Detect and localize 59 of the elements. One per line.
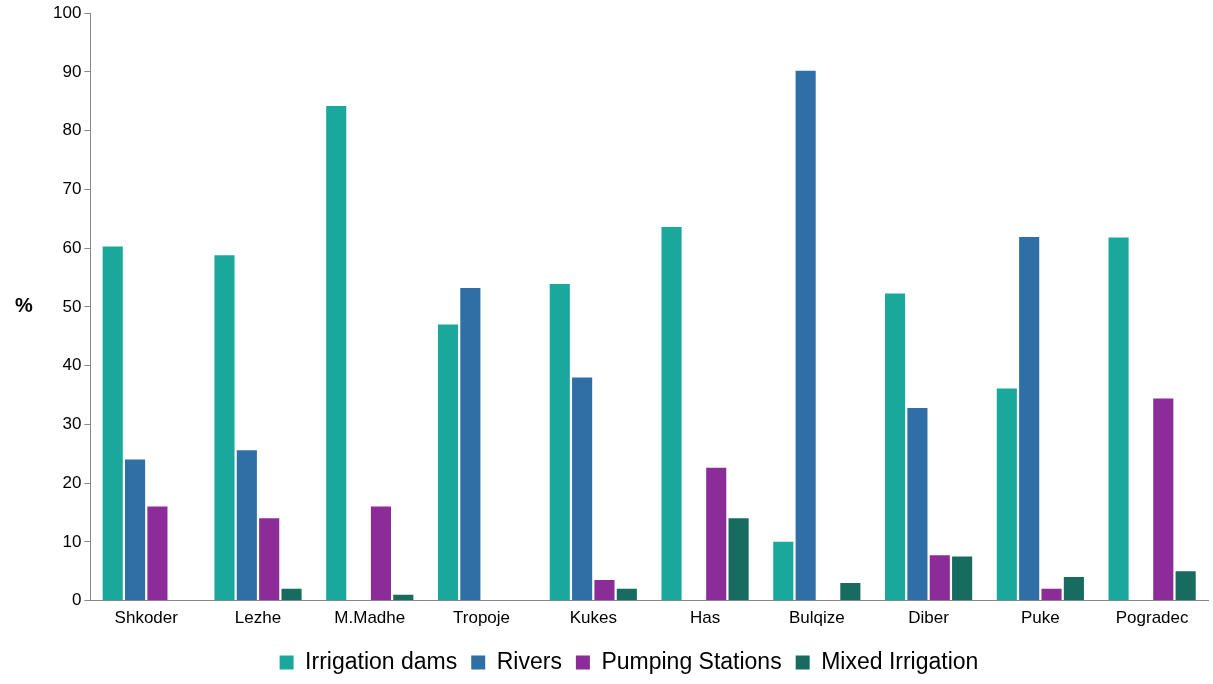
x-tick-label: Lezhe bbox=[234, 608, 282, 628]
y-tick-label: 40 bbox=[62, 355, 82, 375]
y-tick-label: 50 bbox=[62, 296, 82, 316]
bar bbox=[996, 388, 1017, 601]
bar bbox=[1019, 237, 1040, 601]
bar bbox=[1153, 398, 1174, 601]
bar bbox=[236, 450, 257, 601]
x-tick-label: Bulqize bbox=[788, 608, 845, 628]
bar bbox=[259, 518, 280, 601]
bar bbox=[728, 518, 749, 601]
x-tick-label: Pogradec bbox=[1115, 608, 1189, 628]
bar bbox=[326, 106, 347, 601]
bar bbox=[460, 288, 481, 601]
y-tick-label: 0 bbox=[71, 590, 82, 610]
bar bbox=[1108, 237, 1129, 601]
legend-label: Irrigation dams bbox=[305, 647, 458, 674]
y-tick-label: 100 bbox=[52, 2, 82, 22]
bar bbox=[281, 588, 302, 601]
bar bbox=[616, 588, 637, 601]
y-tick-label: 10 bbox=[62, 531, 82, 551]
x-tick-label: Diber bbox=[908, 608, 950, 628]
y-tick-label: 30 bbox=[62, 414, 82, 434]
y-tick-label: 80 bbox=[62, 120, 82, 140]
legend-label: Pumping Stations bbox=[601, 647, 782, 674]
bar bbox=[907, 407, 928, 601]
x-tick-label: Puke bbox=[1020, 608, 1060, 628]
bar bbox=[929, 555, 950, 601]
x-tick-label: Tropoje bbox=[453, 608, 511, 628]
bar bbox=[840, 582, 861, 601]
bar bbox=[370, 506, 392, 601]
bar bbox=[661, 227, 682, 601]
x-tick-label: Kukes bbox=[569, 608, 617, 628]
bar bbox=[795, 70, 816, 601]
bar bbox=[214, 255, 235, 601]
bar bbox=[594, 580, 615, 601]
bar bbox=[437, 324, 459, 601]
bar bbox=[1041, 588, 1062, 601]
bar bbox=[102, 246, 123, 601]
y-tick-label: 90 bbox=[62, 61, 82, 81]
bar bbox=[147, 506, 168, 601]
bar bbox=[885, 293, 906, 601]
bar bbox=[1063, 577, 1084, 601]
bar bbox=[549, 283, 570, 601]
bar bbox=[393, 594, 414, 601]
y-tick-label: 60 bbox=[62, 237, 82, 257]
y-tick-label: 20 bbox=[62, 472, 82, 492]
bar bbox=[773, 541, 794, 601]
x-tick-label: Has bbox=[689, 608, 721, 628]
x-tick-label: Shkoder bbox=[114, 608, 179, 628]
bar bbox=[706, 467, 727, 601]
legend-label: Rivers bbox=[496, 647, 562, 674]
y-axis-title: % bbox=[15, 294, 34, 317]
y-tick-label: 70 bbox=[62, 179, 82, 199]
bar bbox=[125, 459, 146, 601]
legend-label: Mixed Irrigation bbox=[821, 647, 979, 674]
bar bbox=[1175, 571, 1196, 601]
bar bbox=[572, 377, 593, 601]
x-tick-label: M.Madhe bbox=[334, 608, 406, 628]
bar bbox=[952, 556, 973, 601]
